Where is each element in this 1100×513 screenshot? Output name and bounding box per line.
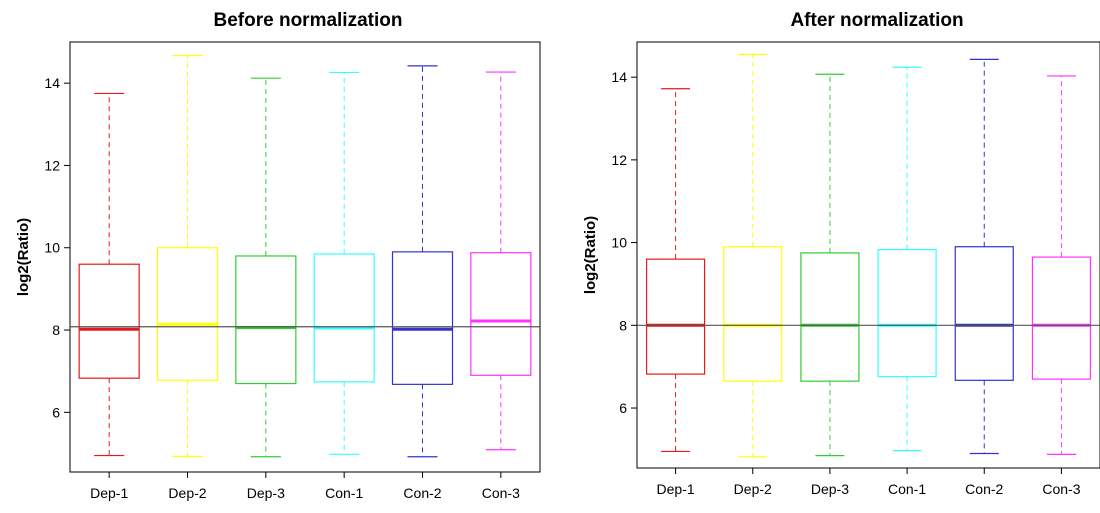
iqr-box	[1031, 256, 1092, 380]
box-con-3	[470, 71, 532, 451]
y-tick-label: 14	[611, 69, 627, 85]
iqr-box	[470, 252, 532, 376]
box-dep-3	[235, 77, 297, 458]
plot-frame	[636, 41, 1100, 469]
y-axis-label: log2(Ratio)	[15, 218, 32, 296]
iqr-box	[877, 249, 937, 378]
x-tick-label: Dep-1	[90, 485, 128, 501]
y-tick-label: 10	[44, 240, 60, 256]
box-con-2	[391, 65, 454, 458]
y-tick-label: 8	[619, 317, 627, 333]
iqr-box	[156, 247, 219, 381]
box-dep-3	[800, 73, 860, 457]
chart-panel-1: Before normalization log2(Ratio) 6 8 10 12 14 D…	[15, 10, 541, 501]
chart-title: After normalization	[790, 10, 963, 31]
box-dep-1	[78, 92, 140, 457]
box-dep-2	[723, 53, 783, 458]
box-dep-2	[156, 54, 219, 457]
x-tick-label: Dep-2	[734, 481, 772, 497]
iqr-box	[645, 258, 706, 375]
y-tick-label: 12	[44, 157, 60, 173]
x-tick-label: Con-3	[1042, 481, 1080, 497]
x-tick-label: Dep-3	[811, 481, 849, 497]
y-tick-label: 14	[44, 75, 60, 91]
x-tick-label: Dep-3	[247, 485, 285, 501]
x-tick-label: Dep-1	[657, 481, 695, 497]
chart-title: Before normalization	[214, 10, 403, 31]
iqr-box	[954, 246, 1014, 381]
y-tick-label: 8	[52, 322, 60, 338]
y-axis-label: log2(Ratio)	[582, 216, 599, 294]
iqr-box	[723, 246, 783, 382]
box-con-1	[313, 71, 375, 455]
x-tick-label: Con-3	[482, 485, 520, 501]
box-con-3	[1031, 75, 1092, 455]
plot-frame	[69, 41, 541, 473]
x-tick-label: Dep-2	[168, 485, 206, 501]
y-tick-label: 12	[611, 152, 627, 168]
x-tick-label: Con-1	[888, 481, 926, 497]
iqr-box	[78, 263, 140, 379]
box-con-2	[954, 58, 1014, 455]
y-tick-label: 6	[52, 404, 60, 420]
iqr-box	[391, 251, 454, 385]
iqr-box	[800, 252, 860, 382]
x-tick-label: Con-1	[325, 485, 363, 501]
y-tick-label: 6	[619, 400, 627, 416]
chart-panel-2: After normalization log2(Ratio) 6 8 10 12 14 De…	[582, 10, 1100, 497]
x-tick-label: Con-2	[965, 481, 1003, 497]
box-con-1	[877, 66, 937, 452]
iqr-box	[313, 253, 375, 383]
y-tick-label: 10	[611, 235, 627, 251]
x-tick-label: Con-2	[403, 485, 441, 501]
iqr-box	[235, 255, 297, 385]
box-dep-1	[645, 88, 706, 453]
